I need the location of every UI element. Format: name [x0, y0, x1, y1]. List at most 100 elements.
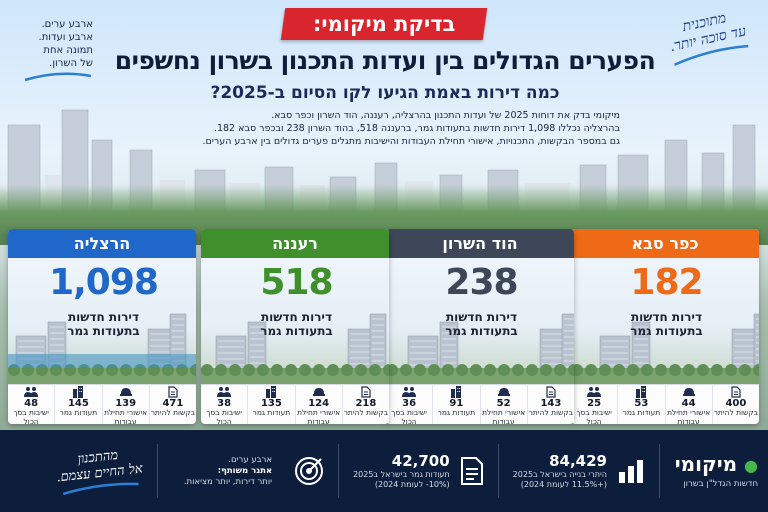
stat-label: אישורי תחילת עבודות: [482, 408, 526, 424]
building-icon: [55, 386, 101, 398]
building-icon: [433, 386, 479, 398]
city-card-herzliya: הרצליה 1,098 דירות חדשות בתעודות גמר 471 בקשו…: [8, 229, 196, 424]
stat-value: 44: [681, 398, 696, 409]
brand-block: ● מיקומי חדשות הגדל"ן בשרון: [660, 453, 768, 489]
document-icon: [460, 457, 483, 485]
stat-desc: תעודות גמר בישראל ב2025: [353, 470, 450, 479]
label-line: דירות חדשות: [67, 310, 140, 324]
stat-value: 42,700: [391, 452, 450, 470]
stat-cell: 145 תעודות גמר: [54, 385, 101, 424]
card-illustration: 182 דירות חדשות בתעודות גמר: [571, 258, 759, 384]
city-card-kfar-saba: כפר סבא 182 דירות חדשות בתעודות גמר 400 בקשות…: [571, 229, 759, 424]
stat-value: 38: [217, 398, 232, 409]
stat-cell: 25 ישיבות בסך הכול: [571, 385, 617, 424]
stat-value: 52: [496, 398, 511, 409]
stat-change: (10%- לעומת 2024): [374, 480, 450, 489]
new-units-number: 1,098: [49, 262, 159, 303]
stat-label: אישורי תחילת עבודות: [667, 408, 711, 424]
stat-cell: 471 בקשות להיתר: [148, 385, 196, 424]
footer-bar: ● מיקומי חדשות הגדל"ן בשרון 84,429 היתרי…: [0, 430, 768, 512]
label-line: דירות חדשות: [630, 310, 703, 324]
intro-line: מיקומי בדק את דוחות 2025 של ועדות התכנון…: [271, 110, 620, 121]
swoosh-icon: [63, 482, 140, 496]
page-headline: הפערים הגדולים בין ועדות התכנון בשרון נח…: [114, 46, 656, 75]
label-line: דירות חדשות: [260, 310, 333, 324]
stat-value: 25: [587, 398, 602, 409]
new-units-number: 238: [445, 262, 518, 303]
stat-cell: 143 בקשות להיתר: [526, 385, 574, 424]
new-units-label: דירות חדשות בתעודות גמר: [234, 310, 359, 338]
stat-cell: 124 אישורי תחילת עבודות: [294, 385, 342, 424]
card-city-name: הרצליה: [8, 229, 196, 258]
brand-tagline: חדשות הגדל"ן בשרון: [683, 479, 758, 489]
stat-label: תעודות גמר: [59, 408, 98, 417]
city-card-raanana: רעננה 518 דירות חדשות בתעודות גמר 218 בקשות ל…: [201, 229, 389, 424]
footer-message: ארבע ערים. אתגר משותף: יותר דירות, יותר …: [158, 455, 338, 488]
stat-cell: 400 בקשות להיתר: [711, 385, 759, 424]
stat-cell: 218 בקשות להיתר: [341, 385, 389, 424]
card-city-name: הוד השרון: [386, 229, 574, 258]
stat-value: 124: [308, 398, 330, 409]
stat-label: בקשות להיתר: [713, 408, 759, 417]
label-line: בתעודות גמר: [260, 324, 333, 338]
stat-value: 91: [449, 398, 464, 409]
stat-cell: 91 תעודות גמר: [432, 385, 479, 424]
stat-label: תעודות גמר: [437, 408, 476, 417]
stat-cell: 44 אישורי תחילת עבודות: [664, 385, 712, 424]
label-line: בתעודות גמר: [445, 324, 518, 338]
building-icon: [248, 386, 294, 398]
new-units-label: דירות חדשות בתעודות גמר: [419, 310, 544, 338]
message-line: יותר דירות, יותר מציאות.: [183, 476, 273, 487]
label-line: בתעודות גמר: [67, 324, 140, 338]
handwritten-note-right: מתוכנית עד סוכה יותר.: [649, 3, 768, 94]
stat-label: בקשות להיתר: [528, 408, 574, 417]
stat-cell: 52 אישורי תחילת עבודות: [479, 385, 527, 424]
stat-label: ישיבות בסך הכול: [391, 408, 427, 424]
intro-line: בהרצליה נכללו 1,098 דירות חדשות בתעודות …: [213, 123, 620, 134]
towers-illustration: [571, 313, 759, 384]
new-units-number: 182: [630, 262, 703, 303]
new-units-label: דירות חדשות בתעודות גמר: [604, 310, 729, 338]
stat-value: 471: [162, 398, 184, 409]
helmet-icon: [666, 386, 712, 398]
stat-desc: היתרי בנייה בישראל ב2025: [512, 470, 607, 479]
card-illustration: 518 דירות חדשות בתעודות גמר: [201, 258, 389, 384]
intro-line: גם במספר הבקשות, התכנויות, אישורי תחילת …: [202, 136, 620, 147]
stat-label: אישורי תחילת עבודות: [297, 408, 341, 424]
footer-stat-permits: 84,429 היתרי בנייה בישראל ב2025 (+11.5% …: [499, 452, 659, 490]
divider: [338, 444, 340, 498]
card-stats-row: 143 בקשות להיתר 52 אישורי תחילת עבודות 91 תעו…: [386, 384, 574, 424]
stat-value: 143: [540, 398, 562, 409]
card-city-name: רעננה: [201, 229, 389, 258]
card-illustration: 238 דירות חדשות בתעודות גמר: [386, 258, 574, 384]
stat-label: בקשות להיתר: [343, 408, 389, 417]
document-icon: [713, 386, 759, 398]
note-line: ארבע ערים.: [41, 19, 93, 30]
helmet-icon: [296, 386, 342, 398]
document-icon: [150, 386, 196, 398]
new-units-number: 518: [260, 262, 333, 303]
brand-logo: ● מיקומי: [660, 453, 758, 477]
people-icon: [386, 386, 432, 398]
building-icon: [618, 386, 664, 398]
swoosh-icon: [24, 72, 92, 82]
divider: [156, 444, 158, 498]
stat-label: ישיבות בסך הכול: [13, 408, 49, 424]
stat-cell: 135 תעודות גמר: [247, 385, 294, 424]
document-icon: [343, 386, 389, 398]
footer-stat-completion: 42,700 תעודות גמר בישראל ב2025 (10%- לעו…: [339, 452, 498, 490]
note-line: ארבע ועדות.: [38, 32, 93, 43]
stat-value: 145: [67, 398, 89, 409]
intro-text: מיקומי בדק את דוחות 2025 של ועדות התכנון…: [150, 109, 620, 148]
bar-chart-icon: [619, 460, 643, 483]
stat-cell: 53 תעודות גמר: [617, 385, 664, 424]
label-line: דירות חדשות: [445, 310, 518, 324]
message-line: אתגר משותף:: [217, 465, 273, 476]
stat-value: 48: [24, 398, 39, 409]
map-pin-icon: ●: [744, 456, 758, 475]
new-units-label: דירות חדשות בתעודות גמר: [41, 310, 166, 338]
stat-value: 36: [402, 398, 417, 409]
stat-value: 400: [725, 398, 747, 409]
message-line: ארבע ערים.: [228, 454, 273, 465]
helmet-icon: [103, 386, 149, 398]
